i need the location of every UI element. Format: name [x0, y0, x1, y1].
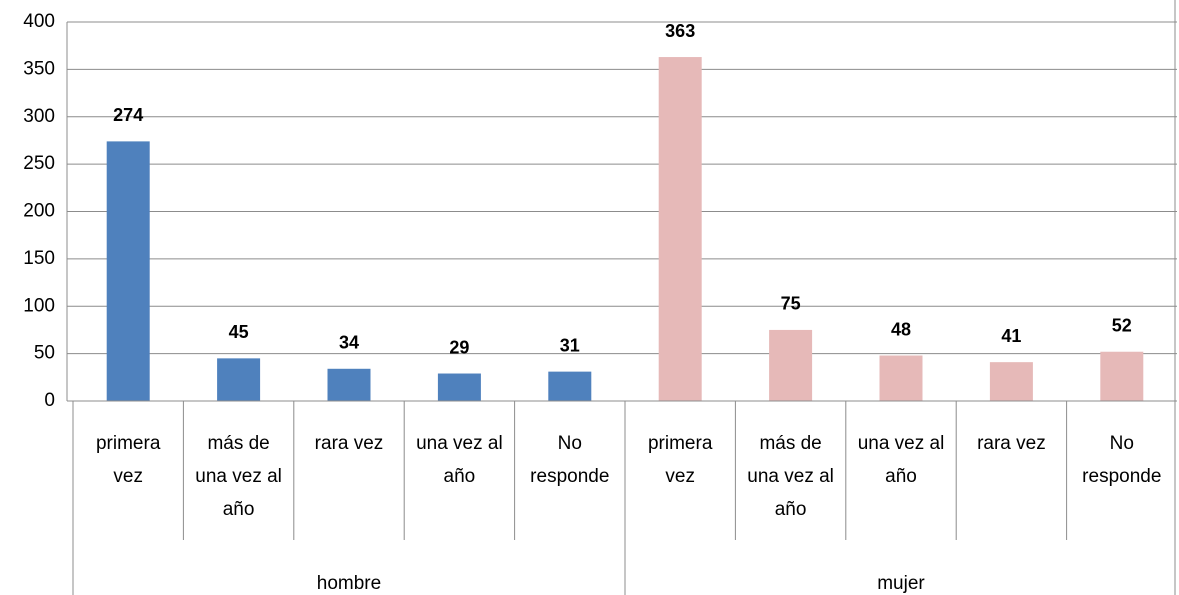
bar	[437, 373, 481, 401]
y-tick-label: 300	[23, 106, 55, 127]
bar	[989, 362, 1033, 401]
y-tick-label: 250	[23, 153, 55, 174]
bar	[327, 368, 371, 401]
bar	[769, 329, 813, 401]
y-tick-label: 400	[23, 11, 55, 32]
data-label: 41	[1001, 326, 1021, 346]
bar	[879, 355, 923, 401]
x-tick-label: una vez al año	[416, 433, 503, 487]
x-tick-label: una vez al año	[857, 433, 945, 487]
y-tick-label: 0	[44, 390, 55, 411]
group-label: hombre	[317, 573, 381, 594]
x-tick-label: rara vez	[314, 433, 384, 454]
x-tick-label: más de una vez al año	[195, 433, 282, 520]
data-label: 48	[891, 319, 911, 339]
x-tick-label: primera vez	[95, 433, 161, 487]
bar	[658, 57, 702, 402]
data-label: 52	[1112, 315, 1132, 335]
x-tick-label: No responde	[1082, 433, 1162, 487]
group-label: mujer	[877, 573, 925, 594]
bar	[106, 141, 150, 401]
x-tick-label: primera vez	[647, 433, 713, 487]
y-tick-label: 100	[23, 295, 55, 316]
data-label: 34	[339, 333, 359, 353]
data-label: 75	[781, 294, 801, 314]
y-tick-label: 150	[23, 248, 55, 269]
bar	[548, 371, 592, 401]
bar	[1100, 351, 1144, 401]
x-tick-label: rara vez	[977, 433, 1046, 454]
data-label: 45	[229, 322, 249, 342]
data-label: 31	[560, 335, 580, 355]
data-label: 29	[449, 337, 469, 357]
data-label: 363	[665, 21, 695, 41]
bar	[217, 358, 261, 401]
y-tick-label: 200	[23, 201, 55, 222]
y-tick-label: 350	[23, 58, 55, 79]
data-label: 274	[113, 105, 143, 125]
x-tick-label: más de una vez al año	[747, 433, 834, 520]
x-tick-label: No responde	[530, 433, 610, 487]
y-tick-label: 50	[34, 343, 55, 364]
